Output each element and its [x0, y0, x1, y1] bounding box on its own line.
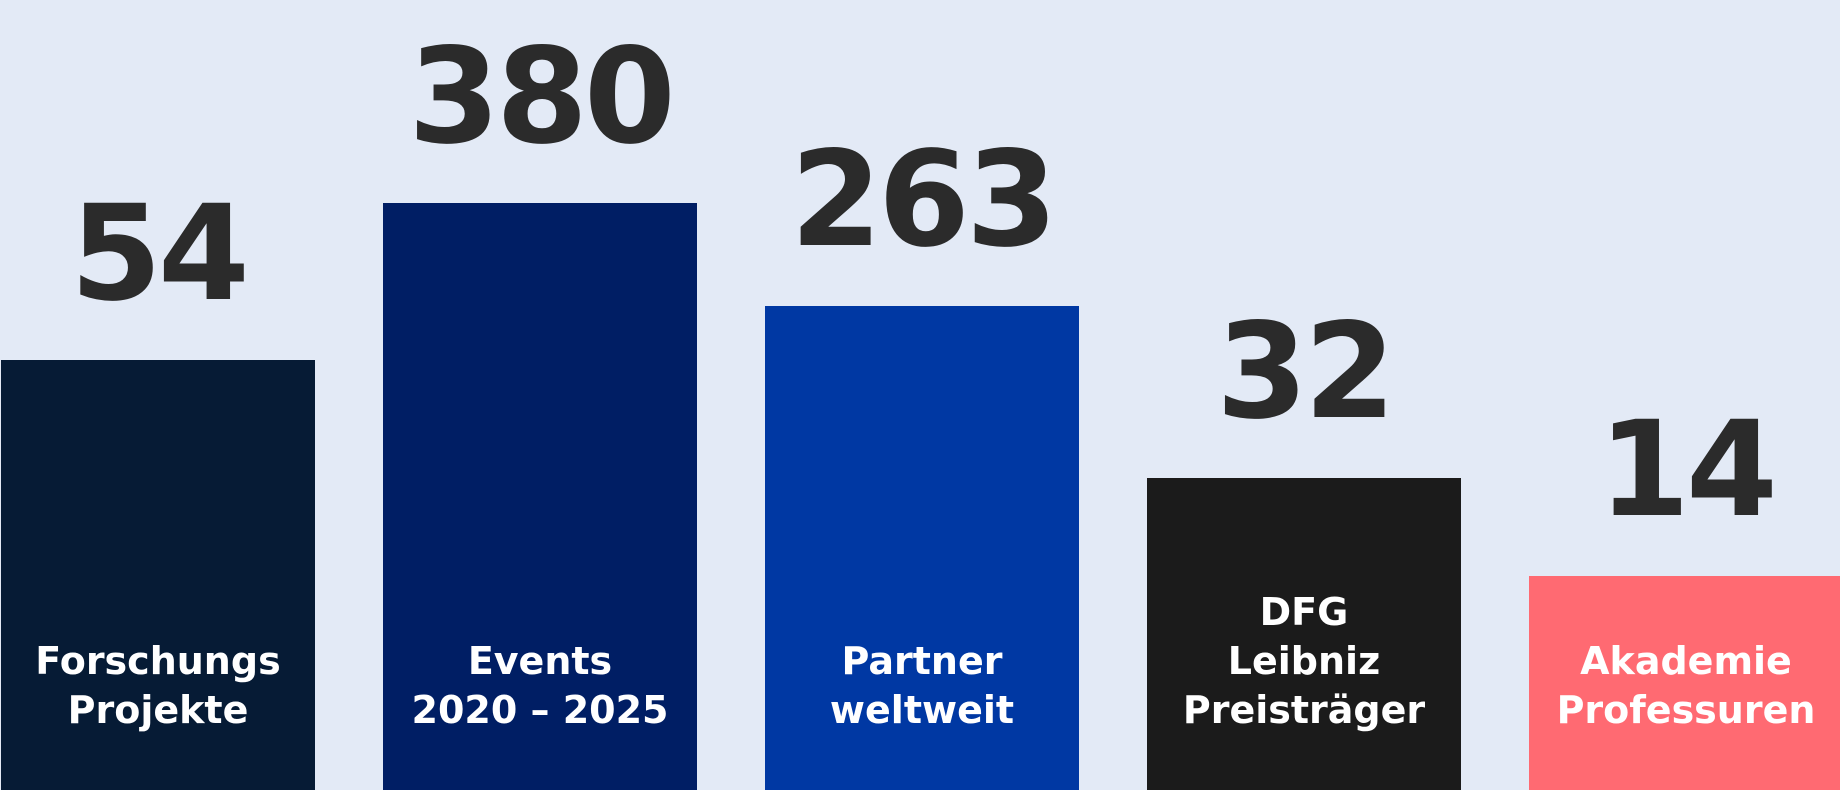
value-label-4: 32	[1216, 295, 1396, 449]
value-label-5: 14	[1598, 393, 1778, 547]
category-label-line: 2020 – 2025	[411, 687, 669, 732]
category-label-line: DFG	[1259, 589, 1349, 634]
category-label-line: weltweit	[829, 687, 1015, 732]
category-label-line: Events	[467, 638, 613, 683]
category-label-line: Leibniz	[1227, 638, 1381, 683]
category-label-line: Professuren	[1556, 687, 1816, 732]
category-label-line: Forschungs	[35, 638, 281, 683]
category-label-2: Events 2020 – 2025	[383, 637, 697, 735]
bar-2	[383, 203, 697, 790]
category-label-5: Akademie Professuren	[1529, 637, 1840, 735]
bar-5	[1529, 576, 1840, 790]
category-label-3: Partner weltweit	[765, 637, 1079, 735]
category-label-line: Preisträger	[1182, 687, 1426, 732]
value-label-1: 54	[70, 177, 250, 331]
bar-3	[765, 306, 1079, 790]
category-label-4: DFG Leibniz Preisträger	[1147, 588, 1461, 735]
bar-1	[1, 360, 315, 790]
category-label-line: Projekte	[67, 687, 249, 732]
value-label-3: 263	[790, 123, 1058, 277]
value-label-2: 380	[408, 20, 676, 174]
category-label-line: Partner	[841, 638, 1003, 683]
category-label-1: Forschungs Projekte	[1, 637, 315, 735]
category-label-line: Akademie	[1580, 638, 1792, 683]
bar-4	[1147, 478, 1461, 790]
